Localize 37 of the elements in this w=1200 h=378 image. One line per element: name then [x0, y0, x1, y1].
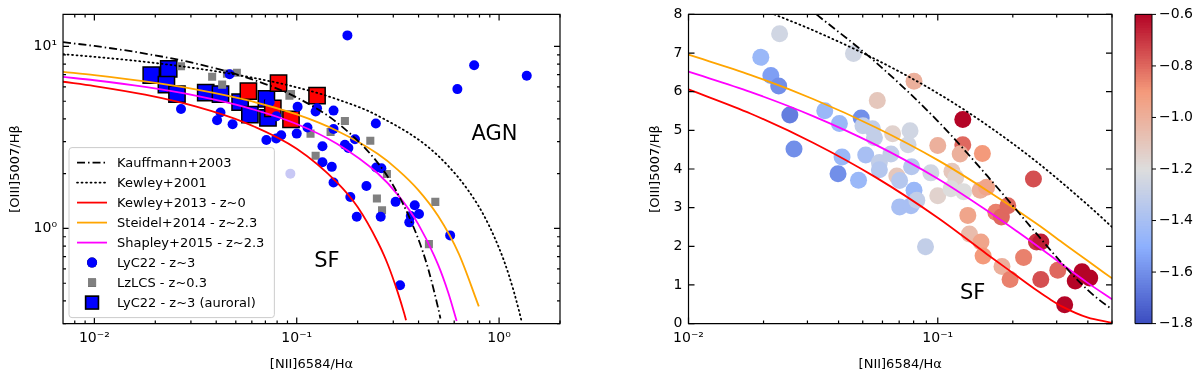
legend-label: Steidel+2014 - z~2.3 [117, 214, 258, 230]
y-tick-label: 7 [673, 43, 683, 60]
legend-label: LzLCS - z~0.3 [117, 274, 208, 290]
color-bar-label: −1.2 [1159, 159, 1193, 176]
y-tick-label: 4 [673, 159, 683, 176]
x-tick-label: 10⁰ [487, 328, 512, 345]
legend-label: LyC22 - z~3 [117, 254, 196, 270]
y-tick-label: 2 [673, 236, 683, 253]
y-tick-label: 3 [673, 198, 683, 215]
annotation: SF [314, 247, 340, 272]
x-axis-title: [NII]6584/Hα [269, 355, 354, 371]
legend-label: Shapley+2015 - z~2.3 [117, 234, 265, 250]
legend-label: Kewley+2001 [117, 174, 207, 190]
y-tick-label: 0 [673, 314, 683, 331]
color-bar-label: −1.6 [1159, 262, 1194, 279]
y-tick-label: 5 [673, 120, 683, 137]
color-bar-label: −0.8 [1159, 56, 1193, 73]
y-tick-label: 10¹ [33, 37, 58, 54]
x-tick-label: 10⁻² [673, 328, 704, 345]
y-axis-title: [OIII]5007/Hβ [647, 125, 663, 213]
legend-label: Kauffmann+2003 [117, 154, 232, 170]
legend-label: Kewley+2013 - z~0 [117, 194, 246, 210]
color-bar-label: −1.0 [1159, 108, 1193, 125]
y-tick-label: 1 [673, 275, 683, 292]
y-tick-label: 8 [673, 5, 683, 22]
annotation: AGN [471, 120, 518, 145]
color-bar-label: −0.6 [1159, 5, 1194, 22]
x-axis-title: [NII]6584/Hα [858, 355, 942, 371]
y-axis-title: [OIII]5007/Hβ [7, 125, 23, 213]
legend-label: LyC22 - z~3 (auroral) [117, 294, 256, 310]
x-tick-label: 10⁻¹ [922, 328, 954, 345]
y-tick-label: 6 [673, 82, 683, 99]
x-tick-label: 10⁻¹ [281, 328, 313, 345]
color-bar-label: −1.4 [1159, 211, 1194, 228]
x-tick-label: 10⁻² [78, 328, 110, 345]
color-bar-label: −1.8 [1159, 314, 1193, 331]
annotation: SF [959, 280, 986, 305]
